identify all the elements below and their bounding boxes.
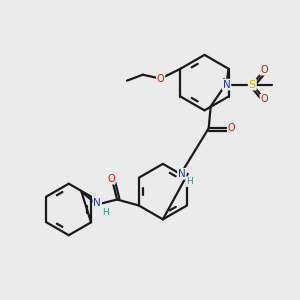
Text: O: O (260, 65, 268, 75)
Text: O: O (107, 174, 115, 184)
Text: O: O (228, 123, 235, 133)
Text: H: H (102, 208, 109, 217)
Text: S: S (249, 80, 256, 90)
Text: N: N (93, 199, 101, 208)
Text: N: N (223, 80, 230, 90)
Text: N: N (178, 169, 186, 179)
Text: H: H (186, 177, 193, 186)
Text: O: O (157, 74, 164, 84)
Text: O: O (260, 94, 268, 104)
